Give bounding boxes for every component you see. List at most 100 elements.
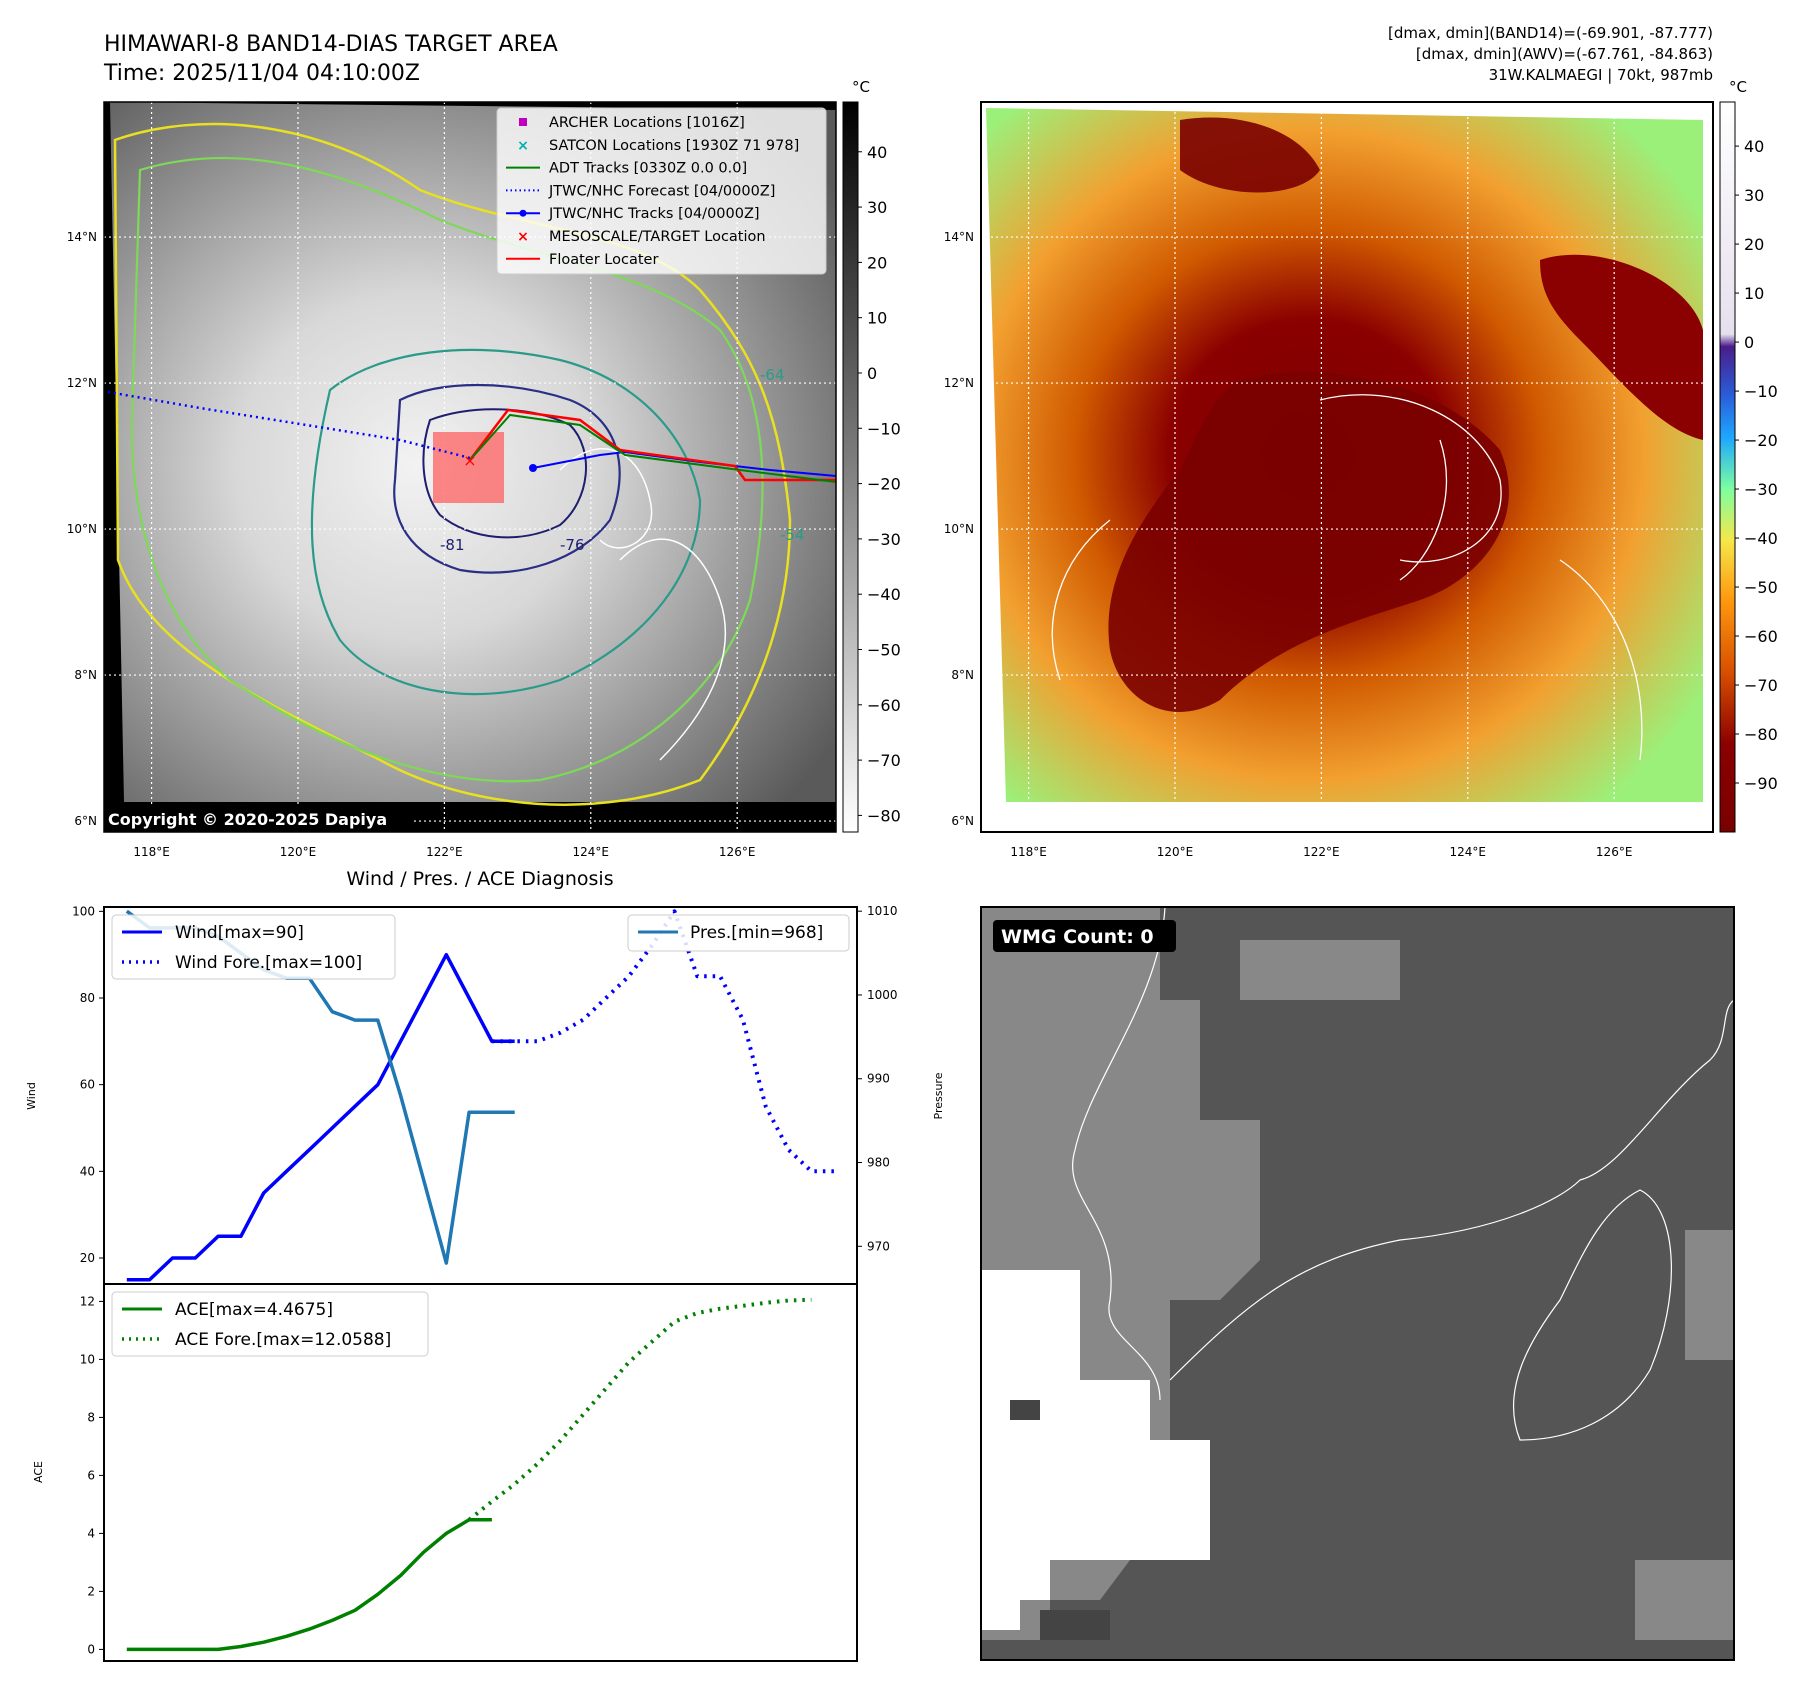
- wmg-white-region: [981, 1270, 1210, 1630]
- pressure-legend-box: [627, 914, 850, 952]
- legend-label: Floater Locater: [549, 252, 658, 268]
- wmg-light-block-right: [1240, 940, 1734, 1640]
- colorbar-tick-label: −20: [867, 475, 901, 494]
- figure-title: HIMAWARI-8 BAND14-DIAS TARGET AREA: [104, 32, 558, 57]
- wind-fore-legend-label: Wind Fore.[max=100]: [175, 953, 362, 973]
- lat-tick-label: 10°N: [944, 522, 974, 536]
- lon-tick-label: 126°E: [1596, 845, 1633, 859]
- y-tick-label: 8: [87, 1410, 95, 1424]
- colorbar-tick-label: 40: [867, 143, 887, 162]
- y-tick-label: 80: [80, 991, 95, 1005]
- adt-track: [469, 413, 836, 483]
- diagnosis-title: Wind / Pres. / ACE Diagnosis: [346, 868, 613, 890]
- info-awv: [dmax, dmin](AWV)=(-67.761, -84.863): [1416, 45, 1713, 63]
- colorbar-tick-label: −10: [867, 419, 901, 438]
- colorbar-tick-label: −30: [867, 530, 901, 549]
- copyright-text: Copyright © 2020-2025 Dapiya: [108, 810, 387, 829]
- wmg-frame: [980, 906, 1735, 1661]
- awv-colorbar-unit: °C: [1729, 78, 1747, 96]
- ir-map-panel: × -64 -76 -81 -54 Copyright © 2020-2025 …: [67, 101, 837, 859]
- series-line: [467, 1297, 812, 1522]
- gray-colorbar-ramp: [842, 101, 859, 833]
- info-storm: 31W.KALMAEGI | 70kt, 987mb: [1489, 66, 1713, 84]
- wind-pressure-chart: 20 40 60 80 100 970 980 990 1000 1010 Wind Pressu…: [25, 904, 945, 1285]
- lat-tick-label: 14°N: [67, 230, 97, 244]
- y-tick-label: 0: [87, 1642, 95, 1656]
- ir-map-frame: [103, 101, 837, 833]
- ace-chart: 0 2 4 6 8 10 12 ACE ACE[max=4.4675] ACE Fore.[…: [32, 1283, 858, 1662]
- legend-label: SATCON Locations [1930Z 71 978]: [549, 138, 799, 154]
- awv-map-gridlines: [981, 102, 1713, 832]
- pressure-legend-label: Pres.[min=968]: [690, 923, 823, 943]
- lon-tick-label: 124°E: [573, 845, 610, 859]
- legend-label: ARCHER Locations [1016Z]: [549, 115, 745, 131]
- colorbar-tick-label: −10: [1744, 382, 1778, 401]
- jtwc-track-point: [529, 464, 537, 472]
- colorbar-tick-label: 30: [1744, 186, 1764, 205]
- y-right-tick-label: 1000: [867, 988, 898, 1002]
- wmg-panel: WMG Count: 0: [980, 906, 1735, 1661]
- ir-map-lat-labels: 14°N 12°N 10°N 8°N 6°N: [67, 230, 97, 828]
- lon-tick-label: 118°E: [133, 845, 170, 859]
- legend-label: ADT Tracks [0330Z 0.0 0.0]: [549, 161, 747, 177]
- wind-axis-label: Wind: [25, 1082, 38, 1110]
- ace-legend: ACE[max=4.4675] ACE Fore.[max=12.0588]: [111, 1291, 429, 1357]
- awv-coastline: [1051, 394, 1643, 761]
- y-tick-label: 100: [72, 904, 95, 918]
- y-tick-label: 6: [87, 1468, 95, 1482]
- lon-tick-label: 126°E: [719, 845, 756, 859]
- map-legend-box: [496, 107, 827, 275]
- legend-label: JTWC/NHC Tracks [04/0000Z]: [548, 206, 760, 222]
- figure-time: Time: 2025/11/04 04:10:00Z: [103, 61, 420, 86]
- legend-label: MESOSCALE/TARGET Location: [549, 229, 766, 245]
- lon-tick-label: 120°E: [280, 845, 317, 859]
- gray-colorbar: °C 40 30 20 10 0 −10 −20 −30 −40 −50 −60 −70 −80: [842, 78, 901, 833]
- lat-tick-label: 12°N: [67, 376, 97, 390]
- wind-legend-label: Wind[max=90]: [175, 923, 304, 943]
- lat-tick-label: 10°N: [67, 522, 97, 536]
- floater-locater-track: [469, 408, 836, 482]
- wmg-dark-block: [1010, 1400, 1110, 1640]
- colorbar-tick-label: −80: [1744, 725, 1778, 744]
- colorbar-tick-label: −40: [1744, 529, 1778, 548]
- y-right-tick-label: 970: [867, 1239, 890, 1253]
- colorbar-tick-label: −40: [867, 585, 901, 604]
- colorbar-tick-label: 30: [867, 198, 887, 217]
- colorbar-tick-label: −30: [1744, 480, 1778, 499]
- legend-swatch: ×: [517, 229, 529, 245]
- colorbar-tick-label: −90: [1744, 774, 1778, 793]
- y-tick-label: 10: [80, 1352, 95, 1366]
- colorbar-tick-label: 20: [867, 253, 887, 272]
- wmg-count-box: [993, 920, 1176, 952]
- coastline-white: [559, 448, 726, 761]
- colorbar-tick-label: −70: [867, 751, 901, 770]
- pressure-legend: Pres.[min=968]: [627, 914, 850, 952]
- awv-map-lon-labels: 118°E 120°E 122°E 124°E 126°E: [1010, 845, 1632, 859]
- colorbar-tick-label: 10: [867, 309, 887, 328]
- colorbar-tick-label: 0: [867, 364, 877, 383]
- lon-tick-label: 122°E: [1303, 845, 1340, 859]
- lon-tick-label: 120°E: [1157, 845, 1194, 859]
- lat-tick-label: 12°N: [944, 376, 974, 390]
- y-tick-label: 40: [80, 1164, 95, 1178]
- legend-swatch: ×: [517, 138, 529, 154]
- lat-tick-label: 8°N: [951, 668, 974, 682]
- gray-colorbar-unit: °C: [852, 78, 870, 96]
- contour-label: -81: [440, 536, 465, 554]
- ace-axis-label: ACE: [32, 1461, 45, 1483]
- ace-legend-box: [111, 1291, 429, 1357]
- legend-label: JTWC/NHC Forecast [04/0000Z]: [548, 183, 775, 199]
- awv-map-frame: [980, 101, 1714, 833]
- contour-blue: [393, 383, 621, 574]
- lon-tick-label: 124°E: [1450, 845, 1487, 859]
- pressure-axis-label: Pressure: [932, 1072, 945, 1119]
- awv-map-lat-labels: 14°N 12°N 10°N 8°N 6°N: [944, 230, 974, 828]
- series-line: [126, 952, 515, 1282]
- colorbar-tick-label: 0: [1744, 333, 1754, 352]
- awv-colorbar-ramp: [1719, 101, 1736, 833]
- y-right-tick-label: 1010: [867, 904, 898, 918]
- lat-tick-label: 8°N: [74, 668, 97, 682]
- colorbar-tick-label: −60: [1744, 627, 1778, 646]
- series-line: [126, 1518, 492, 1652]
